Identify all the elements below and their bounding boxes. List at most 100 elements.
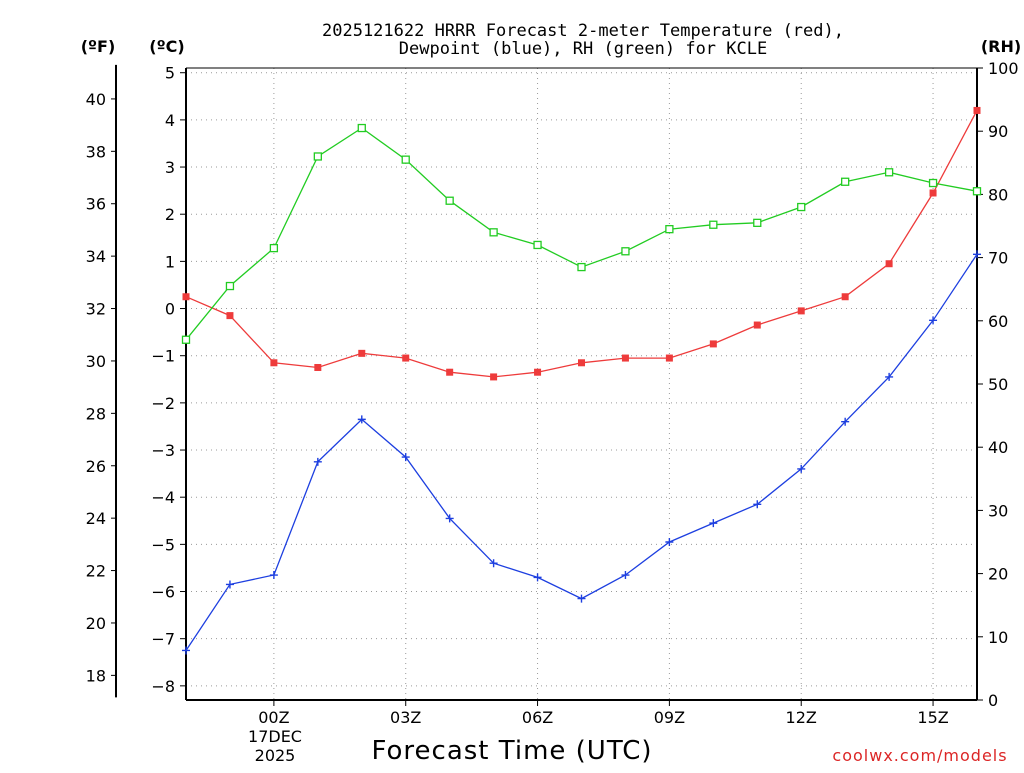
- 2-meter-temperature-point: [797, 307, 805, 315]
- series-lines: [185, 110, 978, 651]
- celsius-tick-label: 0: [165, 300, 175, 319]
- 2-meter-temperature-point: [621, 354, 629, 362]
- dewpoint-point: [753, 500, 762, 509]
- fahrenheit-tick-label: 26: [86, 457, 106, 476]
- dewpoint-point: [489, 559, 498, 568]
- x-tick-label: 03Z: [390, 708, 421, 727]
- 2-meter-temperature-point: [446, 368, 454, 376]
- fahrenheit-tick-label: 30: [86, 352, 106, 371]
- celsius-tick-label: −2: [151, 394, 175, 413]
- rh-tick-label: 50: [988, 375, 1008, 394]
- rh-tick-label: 20: [988, 565, 1008, 584]
- rh-point: [928, 178, 938, 188]
- rh-point: [401, 155, 410, 164]
- rh-tick-label: 100: [988, 59, 1019, 78]
- dewpoint-point: [225, 580, 234, 589]
- celsius-unit-label: (ºC): [149, 37, 184, 56]
- 2-meter-temperature-point: [534, 368, 542, 376]
- rh-point: [445, 196, 454, 205]
- rh-tick-label: 30: [988, 501, 1008, 520]
- rh-unit-label: (RH): [981, 37, 1021, 56]
- x-axis-label: Forecast Time (UTC): [371, 736, 652, 766]
- celsius-tick-label: −6: [151, 583, 175, 602]
- dewpoint-point: [665, 538, 674, 546]
- 2-meter-temperature-point: [885, 260, 893, 268]
- chart-title-line1: 2025121622 HRRR Forecast 2-meter Tempera…: [322, 21, 844, 41]
- celsius-tick-label: 5: [165, 64, 175, 83]
- celsius-tick-label: −5: [151, 535, 175, 554]
- 2-meter-temperature-point: [270, 359, 278, 367]
- fahrenheit-tick-label: 24: [86, 509, 106, 528]
- rh-point: [313, 152, 322, 161]
- celsius-tick-label: −7: [151, 630, 175, 649]
- fahrenheit-tick-label: 32: [86, 300, 106, 319]
- rh-tick-label: 90: [988, 122, 1008, 141]
- 2-meter-temperature-line: [185, 110, 978, 378]
- dewpoint-point: [841, 417, 850, 426]
- rh-tick-label: 0: [988, 691, 998, 710]
- rh-point: [841, 177, 850, 186]
- rh-point: [489, 228, 498, 237]
- 2-meter-temperature-point: [841, 293, 849, 301]
- rh-tick-label: 10: [988, 628, 1008, 647]
- rh-tick-label: 40: [988, 438, 1008, 457]
- dewpoint-point: [357, 415, 366, 424]
- rh-tick-label: 70: [988, 249, 1008, 268]
- dewpoint-point: [182, 646, 190, 655]
- fahrenheit-unit-label: (ºF): [81, 37, 116, 56]
- 2-meter-temperature-point: [973, 106, 981, 114]
- celsius-tick-label: −4: [151, 488, 175, 507]
- x-tick-label: 15Z: [917, 708, 948, 727]
- dewpoint-point: [269, 571, 278, 580]
- date-label-day: 17DEC: [248, 727, 302, 746]
- rh-point: [357, 123, 366, 133]
- rh-point: [753, 218, 762, 227]
- rh-point: [225, 281, 235, 291]
- dewpoint-point: [885, 372, 894, 381]
- rh-point: [621, 247, 630, 256]
- 2-meter-temperature-point: [182, 293, 190, 301]
- x-tick-label: 09Z: [654, 708, 685, 727]
- fahrenheit-tick-label: 20: [86, 614, 106, 633]
- axes: −8−7−6−5−4−3−2−1012345182022242628303234…: [86, 59, 1019, 727]
- dewpoint-point: [401, 453, 410, 462]
- fahrenheit-tick-label: 36: [86, 195, 106, 214]
- dewpoint-point: [313, 457, 322, 466]
- dewpoint-point: [709, 519, 718, 528]
- celsius-tick-label: −8: [151, 677, 175, 696]
- x-tick-label: 12Z: [786, 708, 817, 727]
- fahrenheit-tick-label: 40: [86, 90, 106, 109]
- rh-tick-label: 60: [988, 312, 1008, 331]
- dewpoint-point: [533, 573, 542, 582]
- rh-point: [533, 240, 542, 250]
- rh-point: [972, 187, 982, 196]
- celsius-tick-label: 3: [165, 158, 175, 177]
- rh-point: [577, 262, 586, 272]
- dewpoint-point: [445, 514, 454, 523]
- 2-meter-temperature-point: [709, 340, 717, 348]
- fahrenheit-tick-label: 22: [86, 562, 106, 581]
- fahrenheit-tick-label: 34: [86, 247, 106, 266]
- celsius-tick-label: 1: [165, 252, 175, 271]
- dewpoint-point: [797, 464, 806, 473]
- fahrenheit-tick-label: 38: [86, 142, 106, 161]
- x-tick-label: 06Z: [522, 708, 553, 727]
- dewpoint-point: [929, 316, 938, 325]
- 2-meter-temperature-point: [665, 354, 673, 362]
- 2-meter-temperature-point: [402, 354, 410, 362]
- celsius-tick-label: 4: [165, 111, 175, 130]
- fahrenheit-tick-label: 18: [86, 666, 106, 685]
- dewpoint-point: [973, 250, 981, 259]
- 2-meter-temperature-point: [929, 189, 937, 197]
- credit-label: coolwx.com/models: [832, 746, 1007, 765]
- date-label-year: 2025: [255, 746, 296, 765]
- gridlines: [186, 68, 977, 700]
- 2-meter-temperature-point: [490, 373, 498, 381]
- 2-meter-temperature-point: [753, 321, 761, 329]
- chart-title-line2: Dewpoint (blue), RH (green) for KCLE: [399, 39, 767, 59]
- dewpoint-point: [621, 571, 630, 580]
- rh-point: [884, 168, 894, 177]
- x-tick-label: 00Z: [258, 708, 289, 727]
